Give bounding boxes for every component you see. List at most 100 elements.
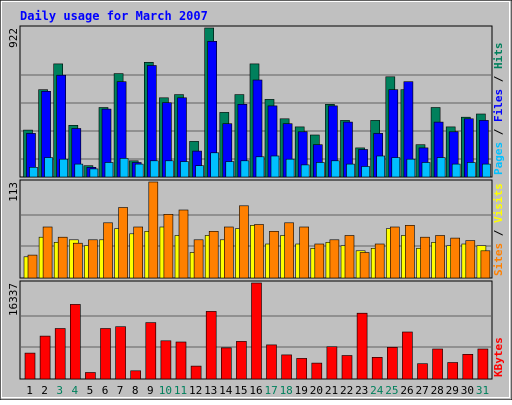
- x-label-day: 20: [310, 384, 323, 397]
- legend-kbytes-label: KBytes: [492, 337, 505, 377]
- x-label-day: 16: [249, 384, 262, 397]
- pages-bar: [44, 157, 53, 178]
- x-label-day: 19: [295, 384, 308, 397]
- kbytes-bar: [115, 326, 126, 380]
- pages-bar: [104, 162, 114, 178]
- kbytes-bar: [477, 348, 489, 380]
- sites-bar: [314, 243, 325, 279]
- pages-bar: [74, 163, 84, 178]
- sites-bar: [133, 226, 143, 279]
- pages-bar: [225, 161, 235, 178]
- x-label-day: 3: [56, 384, 63, 397]
- sites-bar: [88, 239, 98, 279]
- kbytes-bar: [402, 331, 413, 380]
- legend-sites: Sites: [492, 243, 505, 276]
- x-label-day: 8: [132, 384, 139, 397]
- pages-bar: [391, 157, 401, 178]
- kbytes-bar: [54, 328, 66, 380]
- kbytes-bar: [311, 362, 323, 380]
- x-label-day: 7: [117, 384, 124, 397]
- kbytes-bar: [70, 304, 81, 380]
- kbytes-bar: [386, 346, 398, 380]
- sites-bar: [73, 242, 83, 279]
- pages-bar: [376, 155, 386, 178]
- x-label-day: 6: [102, 384, 109, 397]
- x-label-day: 14: [219, 384, 233, 397]
- x-label-day: 26: [400, 384, 413, 397]
- pages-bar: [270, 155, 280, 178]
- kbytes-bar: [130, 370, 141, 380]
- pages-bar: [285, 158, 295, 178]
- pages-bar: [29, 167, 38, 178]
- sites-bar: [239, 205, 249, 279]
- pages-bar: [210, 152, 219, 178]
- sites-bar: [329, 239, 340, 279]
- sites-bar: [27, 254, 38, 279]
- pages-bar: [89, 168, 99, 178]
- pages-bar: [300, 164, 310, 178]
- x-label-day: 25: [385, 384, 398, 397]
- pages-bar: [315, 162, 325, 178]
- pages-bar: [361, 166, 370, 178]
- x-label-day: 11: [174, 384, 187, 397]
- sites-bar: [103, 222, 113, 279]
- x-label-day: 12: [189, 384, 202, 397]
- pages-bar: [59, 158, 69, 178]
- sites-bar: [148, 181, 159, 279]
- legend-visits: Visits: [492, 183, 505, 223]
- chart-title: Daily usage for March 2007: [20, 9, 208, 23]
- pages-bar: [180, 161, 189, 178]
- x-label-day: 9: [147, 384, 154, 397]
- pages-bar: [150, 160, 159, 178]
- legend-hits: Hits: [492, 43, 505, 70]
- pages-bar: [119, 158, 129, 178]
- sites-bar: [57, 236, 68, 279]
- x-label-day: 28: [431, 384, 444, 397]
- sites-bar: [193, 239, 204, 279]
- sites-bar: [359, 252, 370, 279]
- kbytes-bar: [85, 372, 96, 380]
- legend-sep-1: /: [492, 122, 505, 142]
- sites-bar: [480, 250, 491, 279]
- sites-bar: [208, 231, 219, 279]
- pages-bar: [466, 162, 476, 178]
- kbytes-bar: [205, 311, 217, 380]
- ymax-label-visits: 113: [7, 182, 20, 202]
- pages-bar: [165, 160, 174, 178]
- sites-bar: [374, 243, 385, 279]
- sites-bar: [163, 214, 174, 279]
- x-label-day: 5: [87, 384, 94, 397]
- sites-bar: [118, 207, 128, 279]
- legend-sep-2: /: [492, 69, 505, 89]
- pages-bar: [255, 156, 265, 178]
- kbytes-bar: [417, 363, 428, 380]
- sites-bar: [389, 226, 400, 279]
- sites-bar: [465, 240, 476, 279]
- kbytes-bar: [356, 312, 368, 380]
- sites-bar: [344, 235, 355, 279]
- sites-bar: [435, 235, 445, 279]
- x-label-day: 15: [234, 384, 247, 397]
- pages-bar: [134, 163, 144, 178]
- x-label-day: 21: [325, 384, 338, 397]
- x-label-day: 17: [264, 384, 277, 397]
- pages-bar: [195, 165, 204, 178]
- sites-bar: [420, 236, 430, 279]
- pages-bar: [436, 157, 446, 178]
- kbytes-bar: [432, 348, 443, 380]
- pages-bar: [421, 162, 431, 178]
- x-label-day: 4: [71, 384, 78, 397]
- pages-bar: [331, 160, 340, 178]
- x-label-day: 2: [41, 384, 48, 397]
- kbytes-bar: [341, 355, 353, 380]
- files-bar: [147, 65, 157, 178]
- legend-hits-files-pages: Pages / Files / Hits: [492, 43, 505, 176]
- ymax-label-kbytes: 16337: [7, 283, 20, 316]
- x-label-day: 23: [355, 384, 368, 397]
- kbytes-bar: [236, 341, 247, 380]
- ymax-label-hits: 922: [7, 28, 20, 48]
- kbytes-bar: [160, 340, 172, 380]
- x-label-day: 27: [415, 384, 428, 397]
- kbytes-bar: [175, 341, 187, 380]
